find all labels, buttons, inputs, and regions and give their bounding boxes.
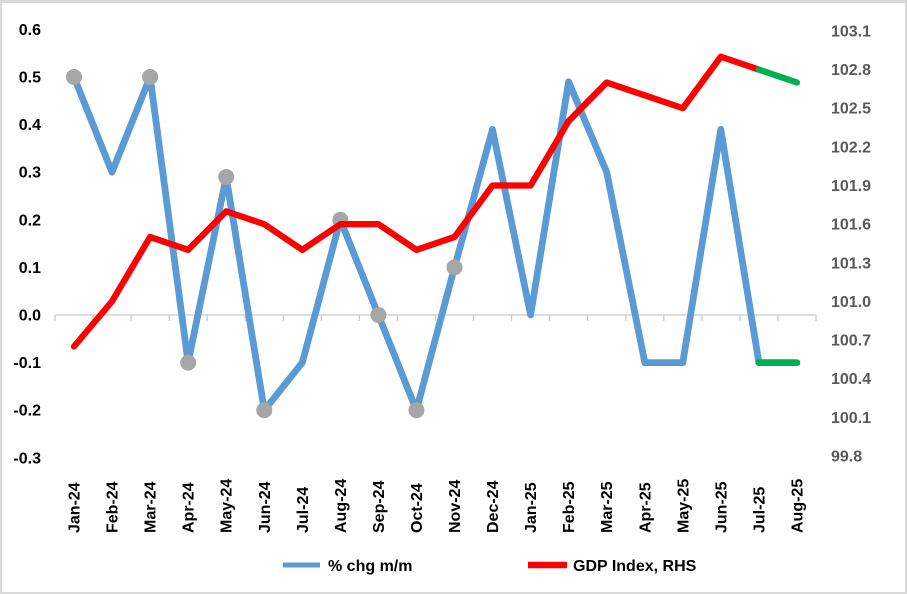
left-axis-tick-label: 0.2 [19, 212, 41, 229]
right-axis-tick-label: 100.4 [831, 371, 871, 388]
legend-label-gdp-index: GDP Index, RHS [573, 558, 697, 575]
legend-label-pct-chg: % chg m/m [328, 558, 412, 575]
right-axis-tick-label: 103.1 [831, 23, 871, 40]
right-axis-tick-label: 102.8 [831, 62, 871, 79]
left-axis-tick-label: 0.3 [19, 165, 41, 182]
right-axis-tick-label: 102.5 [831, 101, 871, 118]
x-axis-month-label: Feb-24 [105, 481, 122, 533]
left-axis-tick-label: -0.3 [13, 450, 41, 467]
data-point-marker [142, 69, 159, 85]
x-axis-month-label: Aug-25 [789, 479, 806, 533]
x-axis-month-label: Jun-24 [257, 481, 274, 533]
x-axis-month-label: Jun-25 [713, 481, 730, 533]
right-axis-tick-label: 101.0 [831, 294, 871, 311]
x-axis-month-label: Jul-25 [751, 487, 768, 533]
right-axis-tick-label: 101.9 [831, 178, 871, 195]
data-point-marker [408, 402, 425, 419]
right-axis-tick-label: 99.8 [831, 449, 862, 466]
x-axis-month-label: Mar-25 [599, 481, 616, 533]
data-point-marker [370, 307, 387, 323]
left-axis-tick-label: 0.6 [19, 22, 41, 39]
x-axis-month-label: Dec-24 [485, 480, 502, 533]
data-point-marker [446, 259, 463, 276]
data-point-marker [218, 168, 235, 185]
x-axis-month-label: Aug-24 [333, 479, 350, 533]
x-axis-month-label: Jan-24 [67, 482, 84, 533]
right-axis-tick-label: 100.7 [831, 333, 871, 350]
x-axis-month-label: Apr-24 [181, 482, 198, 533]
data-point-marker [66, 69, 82, 85]
left-axis-tick-label: -0.1 [13, 355, 41, 372]
series-line-gdp-index [70, 53, 763, 350]
x-axis-month-label: Oct-24 [409, 483, 426, 533]
dual-axis-line-chart: 0.6 0.5 0.4 0.3 0.2 0.1 0.0 -0.1 -0.2 -0.3 103.1 10… [13, 22, 871, 575]
right-axis-tick-label: 101.3 [831, 255, 871, 272]
x-axis-month-label: Mar-24 [143, 481, 160, 533]
forecast-segment-gdp-index [755, 66, 801, 86]
legend: % chg m/m GDP Index, RHS [283, 558, 697, 575]
x-axis-month-label: Apr-25 [637, 482, 654, 533]
x-axis-month-label: Feb-25 [561, 481, 578, 533]
left-axis-tick-label: 0.5 [19, 70, 41, 87]
data-point-marker [180, 354, 197, 371]
x-axis-month-label: Jul-24 [295, 487, 312, 533]
x-axis-month-label: Jan-25 [523, 482, 540, 533]
right-axis-tick-label: 102.2 [831, 139, 871, 156]
x-axis-month-label: May-24 [219, 479, 236, 533]
x-axis-month-label: May-25 [675, 479, 692, 533]
data-point-marker [256, 402, 273, 419]
right-axis-tick-label: 100.1 [831, 410, 871, 427]
x-axis-month-label: Nov-24 [447, 480, 464, 533]
right-axis-tick-label: 101.6 [831, 217, 871, 234]
left-axis-tick-label: 0.4 [19, 117, 41, 134]
x-axis-month-label: Sep-24 [371, 480, 388, 533]
left-axis-tick-label: 0.1 [19, 260, 41, 277]
left-axis-tick-label: 0.0 [19, 308, 41, 325]
left-axis-tick-label: -0.2 [13, 403, 41, 420]
